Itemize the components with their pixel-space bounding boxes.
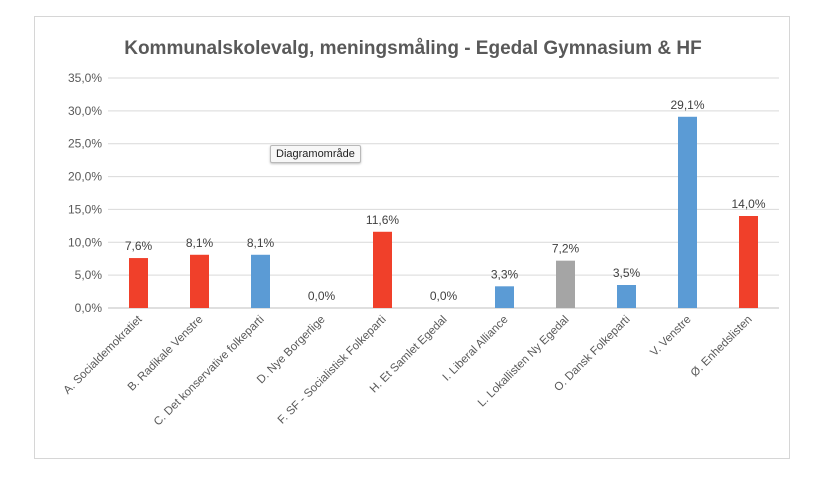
data-label: 14,0% (731, 197, 765, 211)
y-tick-label: 5,0% (75, 268, 103, 282)
bar[interactable] (373, 231, 392, 308)
bar[interactable] (190, 254, 209, 308)
bar[interactable] (129, 258, 148, 308)
chart-title: Kommunalskolevalg, meningsmåling - Egeda… (124, 38, 702, 59)
category-label: D. Nye Borgerlige (255, 314, 328, 387)
bar[interactable] (495, 286, 514, 308)
data-label: 29,1% (670, 98, 704, 112)
data-label: 3,5% (613, 266, 641, 280)
data-label: 7,2% (552, 242, 580, 256)
y-axis-ticks: 0,0% 5,0% 10,0% 15,0% 20,0% 25,0% 30,0% 35,0% (68, 71, 102, 315)
bars (129, 116, 758, 309)
y-tick-label: 35,0% (68, 71, 102, 85)
chart-area-tooltip: Diagramområde (270, 145, 361, 163)
bar[interactable] (617, 285, 636, 308)
bar-chart: Kommunalskolevalg, meningsmåling - Egeda… (62, 38, 779, 428)
y-tick-label: 30,0% (68, 104, 102, 118)
data-label: 0,0% (430, 289, 458, 303)
data-label: 7,6% (125, 239, 153, 253)
y-tick-label: 20,0% (68, 170, 102, 184)
y-tick-label: 15,0% (68, 202, 102, 216)
data-label: 11,6% (366, 213, 399, 227)
y-tick-label: 10,0% (68, 235, 102, 249)
category-label: F. SF - Socialistisk Folkeparti (276, 314, 389, 427)
category-label: C. Det konservative folkeparti (152, 314, 267, 429)
data-label: 8,1% (186, 236, 214, 250)
bar[interactable] (678, 116, 697, 309)
data-label: 0,0% (308, 289, 336, 303)
bar[interactable] (556, 260, 575, 308)
category-label: I. Liberal Alliance (441, 314, 511, 384)
gridlines (108, 77, 779, 309)
y-tick-label: 25,0% (68, 137, 102, 151)
data-label: 8,1% (247, 236, 275, 250)
bar[interactable] (739, 216, 758, 308)
category-label: V. Venstre (648, 314, 693, 359)
category-label: Ø. Enhedslisten (689, 314, 755, 380)
data-labels: 7,6% 8,1% 8,1% 0,0% 11,6% 0,0% 3,3% 7,2% 3,5% 29,… (125, 98, 766, 303)
data-label: 3,3% (491, 267, 519, 281)
bar[interactable] (251, 254, 270, 308)
chart-area[interactable]: Kommunalskolevalg, meningsmåling - Egeda… (34, 16, 790, 459)
y-tick-label: 0,0% (75, 301, 103, 315)
